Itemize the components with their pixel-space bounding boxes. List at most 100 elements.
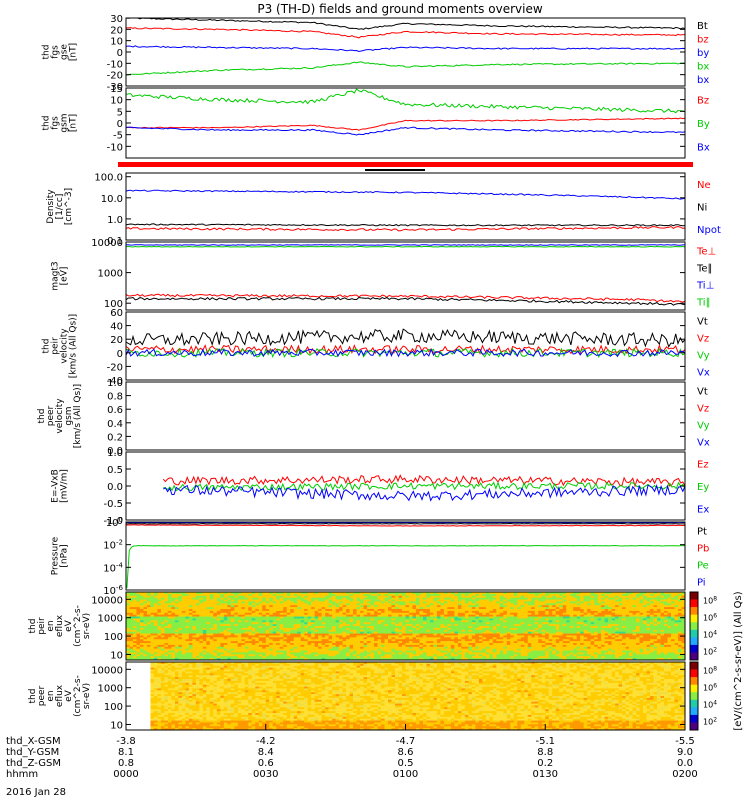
spectrogram-cell: [450, 609, 455, 612]
spectrogram-cell: [562, 646, 567, 649]
spectrogram-cell: [468, 654, 473, 657]
spectrogram-cell: [283, 599, 288, 602]
spectrogram-cell: [398, 622, 403, 625]
spectrogram-cell: [408, 592, 413, 595]
spectrogram-cell: [552, 599, 557, 602]
spectrogram-cell: [391, 624, 396, 627]
spectrogram-cell: [353, 603, 357, 606]
spectrogram-cell: [328, 629, 333, 632]
spectrogram-cell: [262, 631, 267, 634]
spectrogram-cell: [157, 595, 162, 598]
spectrogram-cell: [213, 637, 218, 640]
spectrogram-cell: [541, 614, 546, 617]
spectrogram-cell: [545, 626, 550, 629]
spectrogram-cell: [391, 650, 396, 653]
spectrogram-cell: [440, 605, 445, 608]
spectrogram-cell: [339, 618, 343, 621]
spectrogram-cell: [220, 610, 225, 614]
spectrogram-cell: [276, 652, 281, 655]
spectrogram-cell: [251, 609, 256, 612]
spectrogram-cell: [443, 607, 448, 610]
spectrogram-cell: [520, 618, 525, 621]
spectrogram-cell: [311, 595, 315, 598]
spectrogram-cell: [136, 603, 141, 606]
spectrogram-cell: [335, 599, 340, 602]
spectrogram-cell: [489, 610, 494, 614]
spectrogram-cell: [583, 631, 588, 634]
spectrogram-cell: [482, 631, 487, 634]
spectrogram-cell: [471, 601, 476, 604]
spectrogram-cell: [457, 648, 462, 651]
spectrogram-cell: [569, 592, 574, 595]
spectrogram-cell: [314, 618, 319, 621]
spectrogram-cell: [332, 607, 336, 610]
spectrogram-cell: [527, 597, 532, 600]
spectrogram-cell: [346, 635, 350, 638]
spectrogram-cell: [349, 626, 354, 629]
spectrogram-cell: [524, 637, 529, 640]
spectrogram-cell: [321, 618, 326, 621]
spectrogram-cell: [209, 616, 214, 619]
spectrogram-cell: [489, 652, 494, 655]
spectrogram-cell: [342, 654, 347, 657]
spectrogram-cell: [314, 605, 319, 608]
spectrogram-cell: [552, 652, 557, 655]
spectrogram-cell: [346, 626, 350, 629]
y-axis-label: fgs: [51, 116, 61, 130]
spectrogram-cell: [545, 627, 550, 631]
spectrogram-cell: [255, 601, 260, 604]
spectrogram-cell: [450, 658, 455, 661]
spectrogram-cell: [304, 626, 308, 629]
spectrogram-cell: [524, 635, 529, 638]
spectrogram-cell: [580, 592, 584, 595]
spectrogram-cell: [447, 622, 452, 625]
spectrogram-cell: [143, 631, 148, 634]
spectrogram-cell: [339, 595, 343, 598]
spectrogram-cell: [377, 654, 382, 657]
spectrogram-cell: [349, 637, 354, 640]
spectrogram-cell: [230, 641, 235, 644]
spectrogram-cell: [339, 654, 343, 657]
spectrogram-cell: [237, 607, 242, 610]
spectrogram-cell: [531, 622, 536, 625]
spectrogram-cell: [237, 652, 242, 655]
spectrogram-cell: [300, 620, 305, 623]
spectrogram-cell: [513, 607, 518, 610]
spectrogram-cell: [402, 597, 406, 600]
spectrogram-cell: [450, 641, 455, 644]
spectrogram-cell: [220, 637, 225, 640]
spectrogram-cell: [199, 641, 204, 644]
spectrogram-cell: [248, 592, 253, 595]
spectrogram-cell: [426, 593, 431, 597]
y-tick-label: 10.0: [101, 194, 123, 205]
spectrogram-cell: [332, 635, 336, 638]
spectrogram-cell: [195, 648, 200, 651]
spectrogram-cell: [311, 616, 315, 619]
spectrogram-cell: [335, 607, 340, 610]
spectrogram-cell: [213, 593, 218, 597]
spectrogram-cell: [531, 626, 536, 629]
spectrogram-cell: [429, 620, 434, 623]
spectrogram-cell: [374, 631, 378, 634]
spectrogram-cell: [346, 639, 350, 642]
spectrogram-cell: [555, 597, 560, 600]
spectrogram-cell: [524, 627, 529, 631]
spectrogram-cell: [548, 658, 553, 661]
spectrogram-cell: [171, 641, 176, 644]
spectrogram-cell: [150, 607, 155, 610]
spectrogram-cell: [171, 635, 176, 638]
spectrogram-cell: [143, 622, 148, 625]
spectrogram-cell: [171, 622, 176, 625]
spectrogram-cell: [293, 629, 298, 632]
spectrogram-cell: [524, 609, 529, 612]
spectrogram-cell: [576, 635, 581, 638]
spectrogram-cell: [262, 652, 267, 655]
spectrogram-cell: [450, 629, 455, 632]
spectrogram-cell: [346, 612, 350, 615]
spectrogram-cell: [304, 605, 308, 608]
spectrogram-cell: [195, 629, 200, 632]
spectrogram-cell: [531, 624, 536, 627]
spectrogram-cell: [195, 599, 200, 602]
spectrogram-cell: [391, 644, 396, 648]
spectrogram-cell: [129, 624, 134, 627]
